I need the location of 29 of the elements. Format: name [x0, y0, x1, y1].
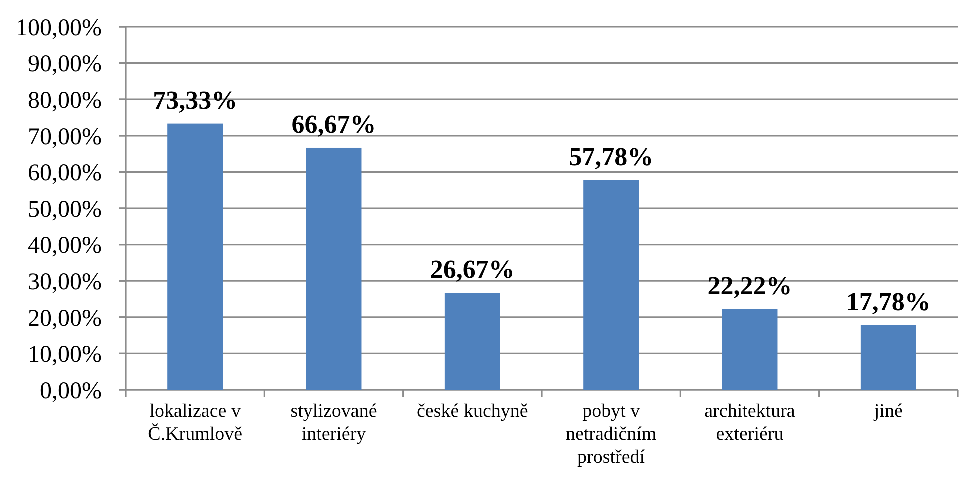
y-tick-label: 10,00% — [28, 342, 102, 368]
data-label: 26,67% — [430, 255, 515, 284]
y-tick-label: 60,00% — [28, 160, 102, 187]
data-label: 57,78% — [569, 142, 654, 172]
x-tick-label: architektura exteriéru — [704, 401, 796, 445]
data-label: 22,22% — [708, 271, 792, 300]
y-tick-label: 20,00% — [28, 306, 102, 332]
y-tick-label: 90,00% — [28, 52, 102, 78]
bar — [860, 325, 916, 390]
x-tick-label: stylizované interiéry — [290, 401, 378, 445]
y-tick-label: 50,00% — [28, 196, 102, 223]
bar — [584, 180, 640, 390]
y-tick-label: 40,00% — [28, 233, 102, 260]
x-tick-label: pobyt v netradičním prostředí — [566, 401, 657, 468]
y-tick-label: 100,00% — [16, 15, 102, 42]
data-label: 17,78% — [846, 287, 931, 316]
bar — [306, 148, 362, 390]
data-label: 73,33% — [153, 86, 238, 115]
y-tick-label: 80,00% — [28, 88, 102, 114]
x-tick-label: lokalizace v Č.Krumlově — [148, 401, 243, 445]
y-tick-label: 0,00% — [40, 378, 102, 404]
bar — [722, 309, 778, 390]
x-tick-label: jiné — [873, 401, 903, 422]
y-tick-label: 70,00% — [28, 124, 102, 150]
bar — [168, 124, 224, 390]
data-label: 66,67% — [292, 110, 376, 139]
x-tick-label: české kuchyně — [417, 401, 528, 422]
y-tick-label: 30,00% — [28, 270, 102, 296]
bar — [444, 293, 500, 390]
